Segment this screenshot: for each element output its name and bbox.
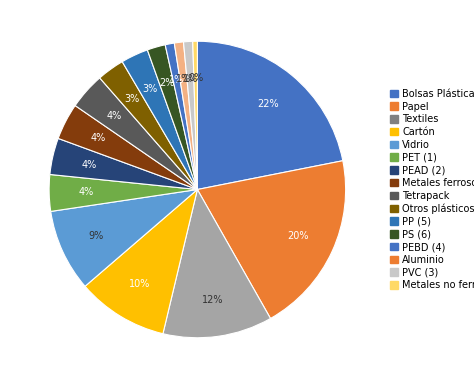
Text: 9%: 9% (89, 231, 104, 241)
Text: 0%: 0% (188, 73, 203, 83)
Wedge shape (50, 138, 197, 190)
Legend: Bolsas Plásticas, Papel, Textiles, Cartón, Vidrio, PET (1), PEAD (2), Metales fe: Bolsas Plásticas, Papel, Textiles, Cartó… (388, 87, 474, 292)
Text: 2%: 2% (159, 78, 174, 88)
Wedge shape (183, 41, 197, 190)
Wedge shape (197, 161, 346, 318)
Wedge shape (85, 190, 197, 334)
Text: 1%: 1% (176, 74, 191, 84)
Text: 4%: 4% (91, 133, 106, 144)
Wedge shape (51, 190, 197, 286)
Text: 4%: 4% (79, 187, 94, 197)
Wedge shape (75, 78, 197, 190)
Wedge shape (165, 43, 197, 190)
Text: 4%: 4% (107, 111, 122, 121)
Text: 10%: 10% (129, 279, 150, 290)
Text: 20%: 20% (288, 231, 309, 241)
Text: 22%: 22% (257, 99, 279, 108)
Wedge shape (49, 174, 197, 211)
Wedge shape (58, 106, 197, 190)
Wedge shape (163, 190, 271, 338)
Text: 4%: 4% (82, 160, 97, 169)
Wedge shape (147, 45, 197, 190)
Wedge shape (197, 41, 343, 190)
Text: 1%: 1% (183, 74, 198, 83)
Text: 3%: 3% (143, 84, 158, 94)
Text: 3%: 3% (125, 94, 140, 104)
Wedge shape (174, 42, 197, 190)
Wedge shape (193, 41, 197, 190)
Text: 12%: 12% (202, 294, 224, 305)
Wedge shape (122, 50, 197, 190)
Text: 1%: 1% (169, 75, 184, 85)
Wedge shape (100, 62, 197, 190)
